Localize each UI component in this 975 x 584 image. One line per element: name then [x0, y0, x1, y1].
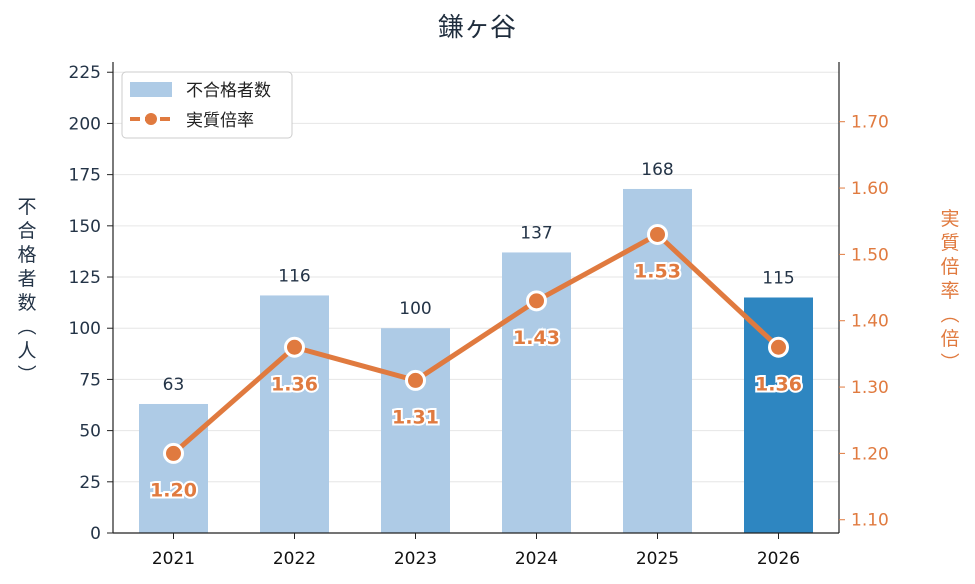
bar-value-label: 63	[163, 375, 185, 395]
legend-line-marker	[145, 113, 157, 125]
bar-value-label: 168	[641, 160, 673, 180]
chart-title: 鎌ヶ谷	[438, 13, 516, 43]
bar-value-label: 137	[520, 223, 552, 243]
y-axis-left-title-char: ）	[15, 364, 37, 383]
rate-value-label: 1.31	[392, 406, 439, 428]
y-axis-right-title: 実質倍率（倍）	[938, 208, 960, 372]
rate-series-line	[171, 231, 781, 456]
right-tick-label: 1.30	[851, 378, 889, 398]
rate-value-label: 1.20	[150, 479, 197, 501]
left-axis-ticks: 0 25 50 75 100 125 150 175 200 225	[69, 63, 113, 544]
rate-point	[526, 290, 547, 312]
left-tick-label: 225	[69, 63, 101, 83]
y-axis-right-title-char: ）	[938, 352, 960, 371]
x-axis-ticks: 2021 2022 2023 2024 2025 2026	[152, 533, 800, 569]
y-axis-right-title-char: 倍	[940, 328, 959, 350]
legend-line-label: 実質倍率	[186, 111, 254, 131]
left-tick-label: 150	[69, 217, 101, 237]
y-axis-left-title-char: 数	[17, 292, 36, 314]
rate-value-label: 1.53	[634, 260, 681, 282]
legend: 不合格者数 実質倍率	[121, 71, 293, 139]
x-tick-label: 2024	[515, 549, 558, 569]
bar	[139, 403, 208, 533]
right-tick-label: 1.20	[851, 444, 889, 464]
y-axis-left-title: 不合格者数 （ 人 ）	[15, 196, 37, 384]
x-tick-label: 2025	[636, 549, 679, 569]
rate-point	[284, 336, 305, 358]
y-axis-left-title-char: 不	[17, 196, 36, 218]
y-axis-left-title-char: 合	[17, 220, 36, 242]
rate-point	[405, 369, 426, 391]
rate-value-label: 1.36	[755, 373, 802, 395]
y-axis-left-title-char: 人	[17, 340, 36, 362]
x-tick-label: 2021	[152, 549, 195, 569]
bars	[139, 188, 813, 534]
rate-point	[163, 442, 184, 464]
right-tick-label: 1.70	[851, 113, 889, 133]
grid-lines	[113, 71, 839, 483]
right-tick-label: 1.60	[851, 179, 889, 199]
rate-value-label: 1.36	[271, 373, 318, 395]
y-axis-right-title-char: 実	[940, 208, 959, 230]
bar-labels: 63 116 100 137 168 115	[163, 160, 795, 395]
legend-bar-swatch	[130, 82, 172, 97]
x-tick-label: 2022	[273, 549, 316, 569]
left-tick-label: 125	[69, 268, 101, 288]
rate-point	[768, 336, 789, 358]
left-tick-label: 25	[79, 473, 101, 493]
rate-value-label: 1.43	[513, 327, 560, 349]
left-tick-label: 75	[79, 370, 101, 390]
y-axis-right-title-char: 質	[940, 232, 959, 254]
bar	[260, 295, 329, 533]
left-tick-label: 100	[69, 319, 101, 339]
right-axis-ticks: 1.10 1.20 1.30 1.40 1.50 1.60 1.70	[839, 113, 889, 531]
y-axis-right-title-char: 率	[940, 280, 959, 302]
bar-value-label: 115	[762, 269, 794, 289]
rate-point	[647, 223, 668, 245]
bar	[381, 328, 450, 533]
axes	[112, 62, 840, 534]
y-axis-right-title-char: （	[938, 304, 960, 323]
rate-labels: 1.20 1.36 1.31 1.43 1.53 1.36	[148, 258, 804, 503]
right-tick-label: 1.50	[851, 245, 889, 265]
left-tick-label: 175	[69, 166, 101, 186]
bar	[744, 297, 813, 533]
bar-value-label: 116	[278, 266, 310, 286]
x-tick-label: 2023	[394, 549, 437, 569]
y-axis-left-title-char: 者	[17, 268, 36, 290]
legend-bar-label: 不合格者数	[186, 81, 271, 101]
x-tick-label: 2026	[757, 549, 800, 569]
y-axis-left-title-char: （	[15, 316, 37, 335]
rate-line	[163, 223, 789, 464]
left-tick-label: 50	[79, 422, 101, 442]
y-axis-right-title-char: 倍	[940, 256, 959, 278]
bar-value-label: 100	[399, 299, 431, 319]
y-axis-left-title-char: 格	[17, 244, 36, 266]
left-tick-label: 200	[69, 114, 101, 134]
right-tick-label: 1.10	[851, 511, 889, 531]
left-tick-label: 0	[90, 524, 101, 544]
right-tick-label: 1.40	[851, 312, 889, 332]
